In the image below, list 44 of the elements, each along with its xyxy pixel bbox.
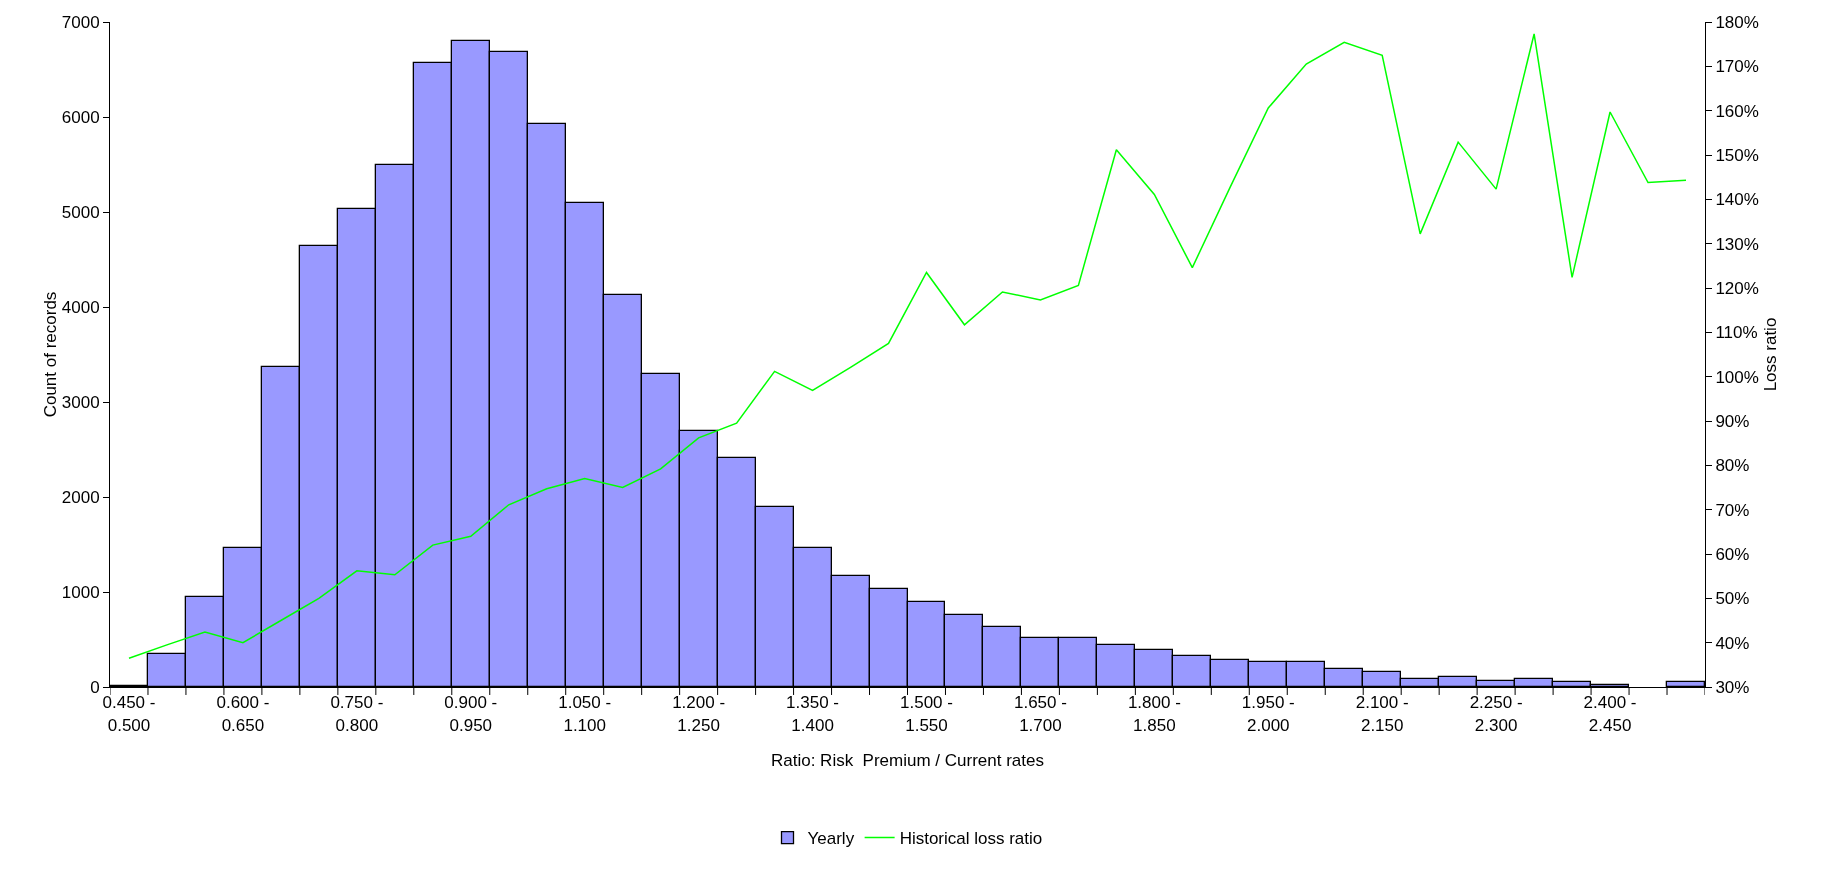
x-tick-label: 1.800 - 1.850 (1127, 693, 1181, 735)
y2-tick-label: 120% (1715, 278, 1759, 298)
y2-tick-label: 60% (1715, 544, 1750, 564)
legend-label: Yearly (807, 829, 855, 849)
y2-axis-title: Loss ratio (1760, 317, 1780, 392)
line-series (128, 33, 1687, 659)
y-tick-label: 3000 (61, 392, 100, 412)
y2-tick-label: 160% (1715, 101, 1759, 121)
y2-tick-label: 110% (1715, 323, 1758, 343)
x-tick-label: 0.600 - 0.650 (216, 693, 270, 735)
x-tick-label: 2.250 - 2.300 (1469, 693, 1523, 735)
x-tick-label: 2.100 - 2.150 (1355, 693, 1409, 735)
x-tick-label: 1.500 - 1.550 (900, 693, 953, 735)
y2-tick-label: 30% (1715, 677, 1750, 697)
y-tick-label: 4000 (61, 297, 100, 317)
legend-label: Historical loss ratio (899, 829, 1043, 849)
y2-tick-label: 180% (1715, 12, 1759, 32)
y-tick-label: 0 (90, 677, 100, 697)
y-tick-label: 2000 (61, 487, 100, 507)
x-tick-label: 1.950 - 2.000 (1241, 693, 1295, 735)
y2-tick-label: 130% (1715, 234, 1759, 254)
y2-tick-label: 40% (1715, 633, 1750, 653)
x-axis-title: Ratio: Risk Premium / Current rates (770, 750, 1045, 770)
y-tick-label: 6000 (61, 107, 100, 127)
y2-tick-label: 90% (1715, 411, 1750, 431)
y2-tick-label: 50% (1715, 589, 1750, 609)
x-tick-label: 1.650 - 1.700 (1013, 693, 1067, 735)
y2-tick-label: 70% (1715, 500, 1750, 520)
x-tick-label: 1.050 - 1.100 (558, 693, 612, 735)
y2-tick-label: 140% (1715, 190, 1759, 210)
y2-tick-label: 170% (1715, 57, 1759, 77)
y-tick-label: 7000 (61, 12, 100, 32)
y2-tick-label: 150% (1715, 145, 1759, 165)
y-tick-label: 5000 (61, 202, 100, 222)
y-tick-label: 1000 (61, 582, 100, 602)
x-tick-label: 0.900 - 0.950 (444, 693, 498, 735)
x-tick-label: 0.750 - 0.800 (330, 693, 384, 735)
x-tick-label: 1.350 - 1.400 (786, 693, 840, 735)
x-tick-label: 2.400 - 2.450 (1583, 693, 1637, 735)
y2-tick-label: 100% (1715, 367, 1759, 387)
y2-tick-label: 80% (1715, 456, 1750, 476)
x-tick-label: 0.450 - 0.500 (102, 693, 156, 735)
y-axis-title: Count of records (40, 291, 60, 418)
x-tick-label: 1.200 - 1.250 (672, 693, 726, 735)
